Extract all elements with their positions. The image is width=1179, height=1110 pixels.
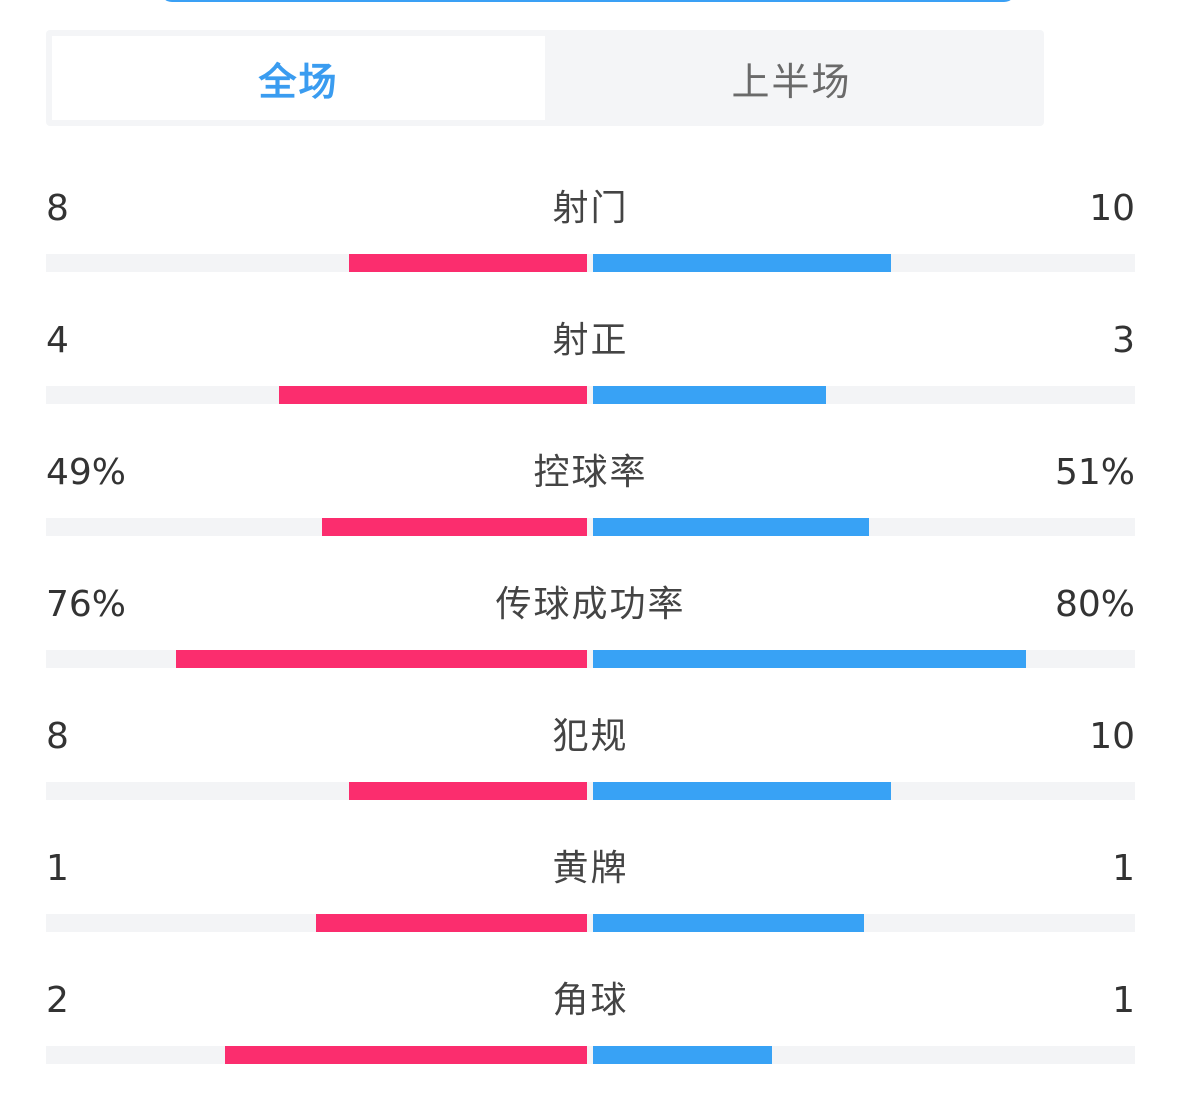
stat-row-shots-on-target: 射正 4 3 bbox=[46, 318, 1135, 450]
stat-bar-track bbox=[46, 386, 1135, 404]
tab-full-match[interactable]: 全场 bbox=[52, 36, 545, 120]
away-bar bbox=[593, 386, 826, 404]
home-bar bbox=[279, 386, 587, 404]
period-tabs: 全场 上半场 bbox=[46, 30, 1044, 126]
home-value: 76% bbox=[46, 584, 127, 625]
away-bar bbox=[593, 1046, 772, 1064]
away-bar bbox=[593, 518, 869, 536]
home-bar bbox=[176, 650, 587, 668]
home-value: 8 bbox=[46, 188, 69, 229]
home-value: 49% bbox=[46, 452, 127, 493]
away-bar bbox=[593, 254, 891, 272]
home-value: 8 bbox=[46, 716, 69, 757]
stat-label: 控球率 bbox=[533, 452, 648, 493]
stat-row-possession: 控球率 49% 51% bbox=[46, 450, 1135, 582]
stat-bar-track bbox=[46, 650, 1135, 668]
away-value: 10 bbox=[1089, 716, 1135, 757]
away-value: 1 bbox=[1112, 980, 1135, 1021]
home-bar bbox=[349, 782, 587, 800]
home-value: 1 bbox=[46, 848, 69, 889]
away-value: 10 bbox=[1089, 188, 1135, 229]
away-value: 51% bbox=[1054, 452, 1135, 493]
home-value: 2 bbox=[46, 980, 69, 1021]
away-bar bbox=[593, 782, 891, 800]
tab-first-half[interactable]: 上半场 bbox=[731, 59, 852, 104]
stat-label: 犯规 bbox=[552, 716, 629, 757]
stat-bar-track bbox=[46, 1046, 1135, 1064]
stat-bar-track bbox=[46, 914, 1135, 932]
away-bar bbox=[593, 650, 1026, 668]
home-bar bbox=[322, 518, 587, 536]
home-bar bbox=[349, 254, 587, 272]
stat-bar-track bbox=[46, 782, 1135, 800]
stat-row-pass-accuracy: 传球成功率 76% 80% bbox=[46, 582, 1135, 714]
stat-bar-track bbox=[46, 254, 1135, 272]
away-value: 3 bbox=[1112, 320, 1135, 361]
stat-label: 传球成功率 bbox=[495, 584, 686, 625]
stat-row-corners: 角球 2 1 bbox=[46, 978, 1135, 1110]
stat-row-fouls: 犯规 8 10 bbox=[46, 714, 1135, 846]
away-value: 80% bbox=[1054, 584, 1135, 625]
stat-label: 射门 bbox=[552, 188, 629, 229]
away-value: 1 bbox=[1112, 848, 1135, 889]
home-bar bbox=[316, 914, 587, 932]
stat-row-shots: 射门 8 10 bbox=[46, 186, 1135, 318]
stat-label: 射正 bbox=[552, 320, 629, 361]
top-segment-edge bbox=[160, 0, 1016, 2]
home-bar bbox=[225, 1046, 587, 1064]
home-value: 4 bbox=[46, 320, 69, 361]
stat-row-yellow-cards: 黄牌 1 1 bbox=[46, 846, 1135, 978]
stat-bar-track bbox=[46, 518, 1135, 536]
away-bar bbox=[593, 914, 864, 932]
stat-label: 角球 bbox=[552, 980, 629, 1021]
stat-label: 黄牌 bbox=[552, 848, 629, 889]
